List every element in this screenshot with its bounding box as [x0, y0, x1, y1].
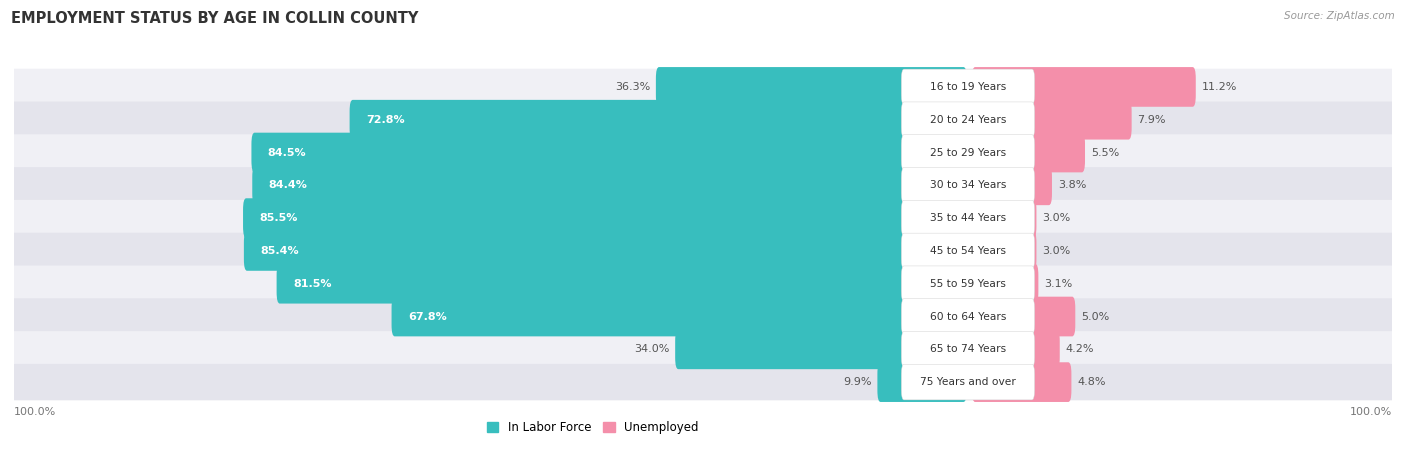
- FancyBboxPatch shape: [901, 102, 1035, 138]
- Text: 81.5%: 81.5%: [292, 279, 332, 289]
- FancyBboxPatch shape: [972, 166, 1052, 205]
- Text: 11.2%: 11.2%: [1202, 82, 1237, 92]
- FancyBboxPatch shape: [675, 330, 967, 369]
- FancyBboxPatch shape: [972, 264, 1039, 304]
- Text: 34.0%: 34.0%: [634, 344, 669, 354]
- FancyBboxPatch shape: [972, 330, 1060, 369]
- Text: 100.0%: 100.0%: [1350, 407, 1392, 417]
- Text: 55 to 59 Years: 55 to 59 Years: [929, 279, 1005, 289]
- Text: 9.9%: 9.9%: [844, 377, 872, 387]
- FancyBboxPatch shape: [13, 266, 1393, 302]
- FancyBboxPatch shape: [350, 100, 967, 139]
- Text: 75 Years and over: 75 Years and over: [920, 377, 1017, 387]
- FancyBboxPatch shape: [901, 331, 1035, 367]
- FancyBboxPatch shape: [391, 297, 967, 336]
- Text: 36.3%: 36.3%: [614, 82, 650, 92]
- Text: 20 to 24 Years: 20 to 24 Years: [929, 115, 1007, 125]
- FancyBboxPatch shape: [901, 135, 1035, 170]
- FancyBboxPatch shape: [13, 331, 1393, 368]
- FancyBboxPatch shape: [243, 231, 967, 271]
- FancyBboxPatch shape: [972, 297, 1076, 336]
- FancyBboxPatch shape: [901, 233, 1035, 269]
- FancyBboxPatch shape: [13, 167, 1393, 203]
- FancyBboxPatch shape: [972, 133, 1085, 172]
- FancyBboxPatch shape: [277, 264, 967, 304]
- FancyBboxPatch shape: [252, 133, 967, 172]
- Text: 45 to 54 Years: 45 to 54 Years: [929, 246, 1005, 256]
- Text: 5.5%: 5.5%: [1091, 147, 1119, 157]
- Text: EMPLOYMENT STATUS BY AGE IN COLLIN COUNTY: EMPLOYMENT STATUS BY AGE IN COLLIN COUNT…: [11, 11, 419, 26]
- Text: 85.4%: 85.4%: [260, 246, 299, 256]
- FancyBboxPatch shape: [901, 69, 1035, 105]
- Text: 60 to 64 Years: 60 to 64 Years: [929, 312, 1007, 322]
- FancyBboxPatch shape: [13, 298, 1393, 335]
- Text: Source: ZipAtlas.com: Source: ZipAtlas.com: [1284, 11, 1395, 21]
- Text: 72.8%: 72.8%: [366, 115, 405, 125]
- FancyBboxPatch shape: [655, 67, 967, 107]
- FancyBboxPatch shape: [972, 362, 1071, 402]
- FancyBboxPatch shape: [13, 101, 1393, 138]
- FancyBboxPatch shape: [972, 198, 1036, 238]
- FancyBboxPatch shape: [972, 231, 1036, 271]
- Text: 4.2%: 4.2%: [1066, 344, 1094, 354]
- FancyBboxPatch shape: [13, 134, 1393, 171]
- FancyBboxPatch shape: [252, 166, 967, 205]
- FancyBboxPatch shape: [13, 364, 1393, 400]
- Text: 5.0%: 5.0%: [1081, 312, 1109, 322]
- FancyBboxPatch shape: [13, 69, 1393, 105]
- FancyBboxPatch shape: [13, 233, 1393, 269]
- Text: 3.0%: 3.0%: [1042, 246, 1070, 256]
- FancyBboxPatch shape: [972, 67, 1195, 107]
- FancyBboxPatch shape: [243, 198, 967, 238]
- Legend: In Labor Force, Unemployed: In Labor Force, Unemployed: [486, 421, 699, 434]
- Text: 30 to 34 Years: 30 to 34 Years: [929, 180, 1007, 190]
- Text: 3.1%: 3.1%: [1045, 279, 1073, 289]
- Text: 85.5%: 85.5%: [259, 213, 298, 223]
- Text: 100.0%: 100.0%: [14, 407, 56, 417]
- FancyBboxPatch shape: [13, 200, 1393, 236]
- FancyBboxPatch shape: [901, 167, 1035, 203]
- Text: 65 to 74 Years: 65 to 74 Years: [929, 344, 1007, 354]
- Text: 3.8%: 3.8%: [1057, 180, 1085, 190]
- FancyBboxPatch shape: [901, 364, 1035, 400]
- Text: 84.4%: 84.4%: [269, 180, 308, 190]
- Text: 25 to 29 Years: 25 to 29 Years: [929, 147, 1007, 157]
- Text: 67.8%: 67.8%: [408, 312, 447, 322]
- Text: 16 to 19 Years: 16 to 19 Years: [929, 82, 1007, 92]
- FancyBboxPatch shape: [901, 266, 1035, 302]
- Text: 35 to 44 Years: 35 to 44 Years: [929, 213, 1007, 223]
- FancyBboxPatch shape: [972, 100, 1132, 139]
- Text: 4.8%: 4.8%: [1077, 377, 1105, 387]
- Text: 7.9%: 7.9%: [1137, 115, 1166, 125]
- FancyBboxPatch shape: [901, 299, 1035, 334]
- FancyBboxPatch shape: [901, 200, 1035, 236]
- Text: 84.5%: 84.5%: [267, 147, 307, 157]
- Text: 3.0%: 3.0%: [1042, 213, 1070, 223]
- FancyBboxPatch shape: [877, 362, 967, 402]
